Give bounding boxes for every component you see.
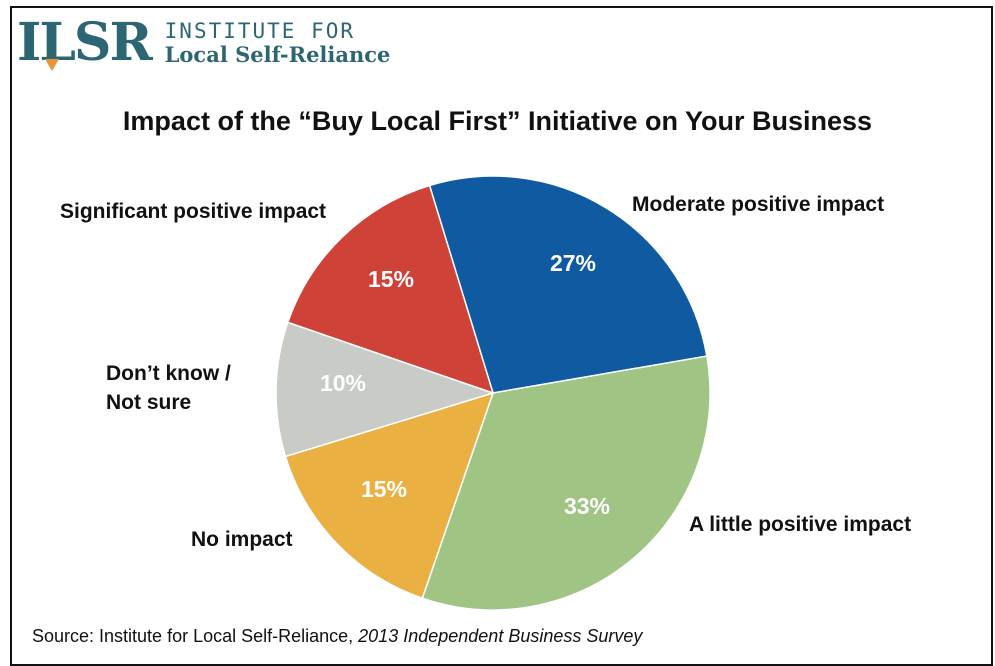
slice-value-label-1: 27% [550, 250, 596, 276]
slice-category-label-4: Don’t know / Not sure [106, 362, 231, 414]
pie-slice-1 [428, 175, 708, 394]
pie-slice-5 [286, 184, 495, 395]
slice-category-label-2: A little positive impact [689, 513, 911, 536]
source-prefix: Source: Institute for Local Self-Relianc… [32, 626, 359, 646]
slice-category-label-5: Significant positive impact [60, 200, 326, 223]
logo-line-1: INSTITUTE FOR [164, 18, 356, 43]
slice-value-label-4: 10% [320, 370, 366, 396]
slice-category-label-1: Moderate positive impact [632, 193, 884, 216]
pie-chart: 27% Moderate positive impact 33% A little p… [60, 175, 911, 611]
ilsr-logo: ILSR INSTITUTE FOR Local Self-Reliance [17, 17, 391, 71]
source-note: Source: Institute for Local Self-Relianc… [32, 626, 642, 647]
slice-category-label-3: No impact [191, 528, 293, 551]
chart-title: Impact of the “Buy Local First” Initiati… [122, 106, 873, 136]
slice-value-label-2: 33% [564, 493, 610, 519]
slice-value-label-5: 15% [368, 266, 414, 292]
pie-slice-2 [421, 355, 711, 611]
slice-value-label-3: 15% [361, 476, 407, 502]
pie-slice-3 [284, 391, 495, 600]
logo-line-2: Local Self-Reliance [164, 42, 391, 67]
pie-slice-4 [275, 321, 496, 458]
source-publication: 2013 Independent Business Survey [358, 626, 643, 646]
triangle-icon [45, 59, 59, 71]
logo-mark: ILSR [17, 17, 153, 71]
logo-mark-text: ILSR [17, 12, 153, 73]
logo-text: INSTITUTE FOR Local Self-Reliance [164, 18, 391, 67]
